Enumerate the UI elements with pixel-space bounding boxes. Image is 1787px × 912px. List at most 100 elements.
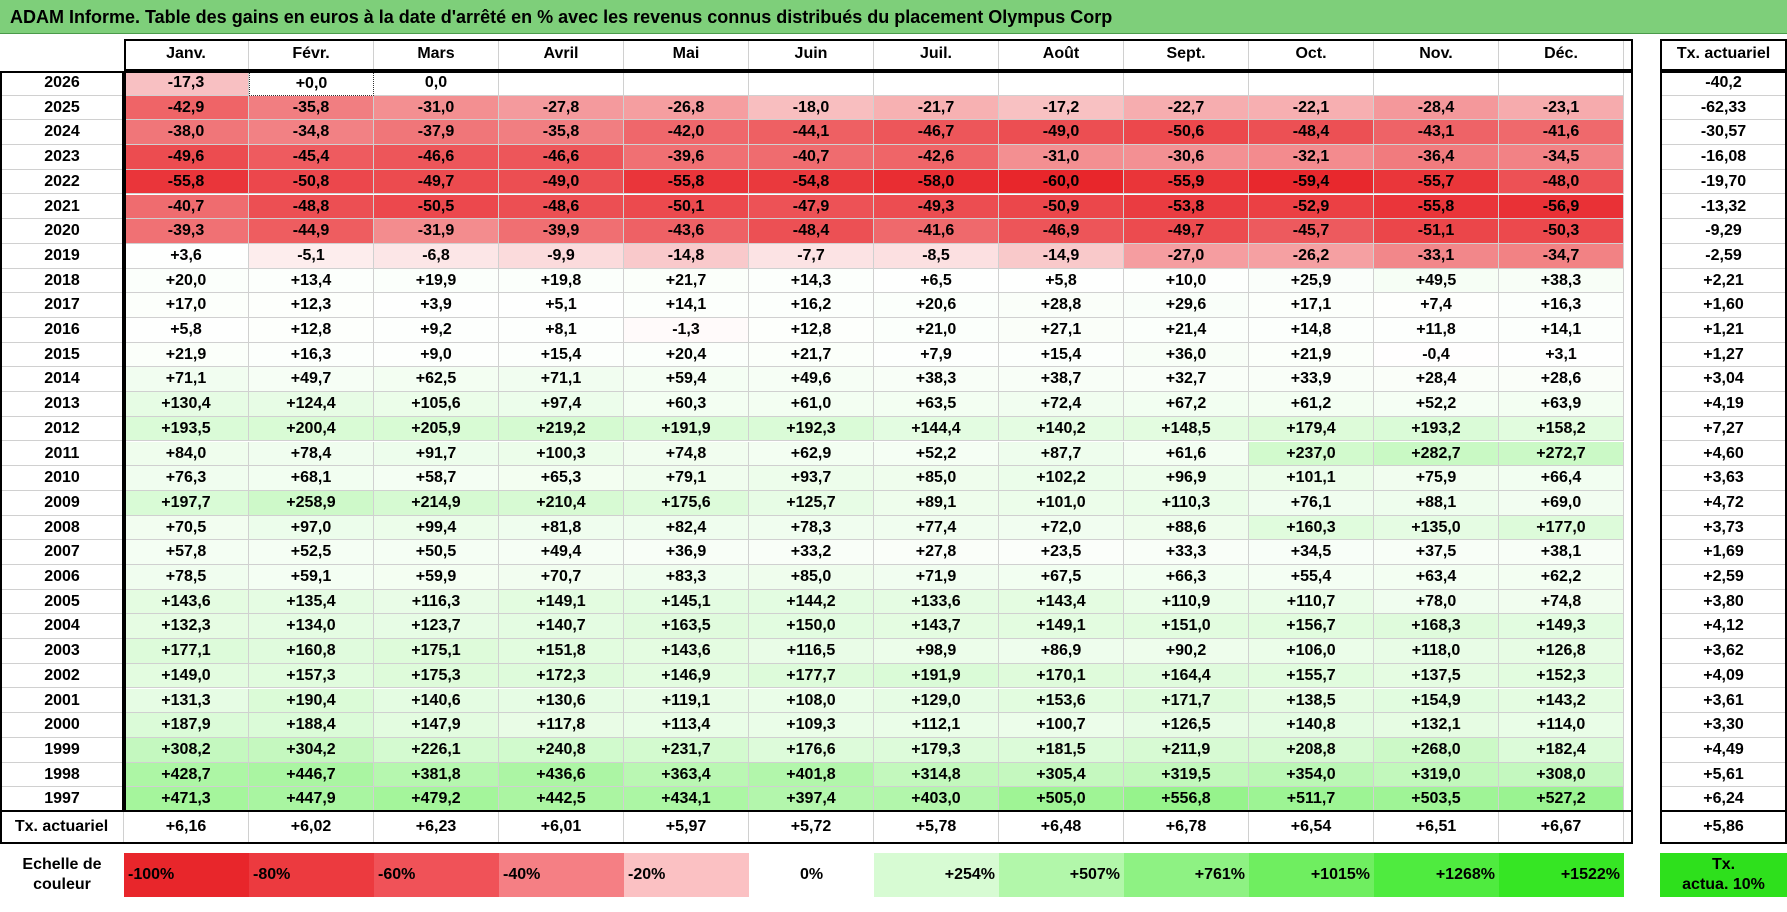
summary-value: +6,67 <box>1499 812 1624 842</box>
table-cell: +125,7 <box>749 490 874 516</box>
year-label: 1998 <box>0 763 124 788</box>
table-cell <box>999 71 1124 96</box>
table-cell: +32,7 <box>1124 367 1249 393</box>
table-cell: +117,8 <box>499 713 624 738</box>
table-cell: -14,9 <box>999 243 1124 269</box>
table-cell: +59,9 <box>374 565 499 590</box>
table-cell: -44,9 <box>249 219 374 244</box>
year-label: 2009 <box>0 491 124 516</box>
table-cell: +23,5 <box>999 540 1124 565</box>
table-cell: -39,6 <box>624 145 749 170</box>
month-header: Sept. <box>1124 39 1249 69</box>
table-cell: +3,6 <box>124 243 249 269</box>
table-cell: +93,7 <box>749 466 874 491</box>
month-header: Juin <box>749 39 874 69</box>
table-cell: +109,3 <box>749 713 874 738</box>
scale-swatch: +1522% <box>1499 853 1624 897</box>
table-cell: +214,9 <box>374 490 499 516</box>
table-cell: +16,2 <box>749 293 874 318</box>
table-cell: +36,0 <box>1124 342 1249 368</box>
table-cell: +149,3 <box>1499 614 1624 640</box>
table-cell: +33,2 <box>749 540 874 565</box>
table-cell: -49,3 <box>874 194 999 220</box>
table-cell: +144,4 <box>874 416 999 442</box>
table-cell: +175,1 <box>374 639 499 664</box>
table-cell: +21,7 <box>624 268 749 294</box>
table-cell: -17,3 <box>124 71 249 96</box>
table-cell: +156,7 <box>1249 614 1374 640</box>
scale-swatch: -80% <box>249 853 374 897</box>
summary-label: Tx. actuariel <box>0 812 124 842</box>
table-cell: +58,7 <box>374 466 499 491</box>
table-cell: +319,0 <box>1374 762 1499 788</box>
month-header: Août <box>999 39 1124 69</box>
table-cell: -34,7 <box>1499 243 1624 269</box>
table-cell: +179,3 <box>874 737 999 763</box>
table-cell: -23,1 <box>1499 95 1624 121</box>
year-label: 2004 <box>0 614 124 640</box>
table-cell: +158,2 <box>1499 416 1624 442</box>
table-cell: +151,0 <box>1124 614 1249 640</box>
table-cell: +447,9 <box>249 787 374 812</box>
table-cell: +88,1 <box>1374 490 1499 516</box>
table-cell: +49,6 <box>749 367 874 393</box>
table-cell: +146,9 <box>624 663 749 689</box>
table-cell: +49,4 <box>499 540 624 565</box>
table-cell: +193,2 <box>1374 416 1499 442</box>
table-cell: +9,2 <box>374 318 499 343</box>
table-cell: +205,9 <box>374 416 499 442</box>
tx-value: -30,57 <box>1660 120 1787 146</box>
summary-value: +5,97 <box>624 812 749 842</box>
table-cell: -49,0 <box>499 169 624 195</box>
year-label: 2006 <box>0 565 124 590</box>
table-cell: +62,2 <box>1499 565 1624 590</box>
table-cell: +190,4 <box>249 688 374 714</box>
table-cell: +67,5 <box>999 565 1124 590</box>
table-cell: +0,0 <box>249 71 374 96</box>
table-cell: +211,9 <box>1124 737 1249 763</box>
table-cell: -43,6 <box>624 219 749 244</box>
table-cell: +191,9 <box>874 663 999 689</box>
table-cell: -55,7 <box>1374 169 1499 195</box>
table-cell: +135,0 <box>1374 515 1499 541</box>
scale-tx-swatch: Tx. actua. 10% <box>1660 853 1787 897</box>
table-cell: +88,6 <box>1124 515 1249 541</box>
table-cell: +33,9 <box>1249 367 1374 393</box>
table-cell: -31,0 <box>374 95 499 121</box>
table-cell: +304,2 <box>249 737 374 763</box>
table-cell: +86,9 <box>999 639 1124 664</box>
table-cell: +442,5 <box>499 787 624 812</box>
table-cell: +101,0 <box>999 490 1124 516</box>
tx-value: +4,12 <box>1660 614 1787 640</box>
table-cell: -49,7 <box>1124 219 1249 244</box>
tx-header: Tx. actuariel <box>1676 45 1771 62</box>
table-cell: +527,2 <box>1499 787 1624 812</box>
tx-value: +3,62 <box>1660 639 1787 664</box>
table-cell: -17,2 <box>999 95 1124 121</box>
table-cell: +110,3 <box>1124 490 1249 516</box>
table-cell: +108,0 <box>749 688 874 714</box>
month-header: Nov. <box>1374 39 1499 69</box>
table-cell: +272,7 <box>1499 441 1624 467</box>
table-cell: +16,3 <box>1499 293 1624 318</box>
table-cell: -42,0 <box>624 120 749 146</box>
table-cell: +28,8 <box>999 293 1124 318</box>
table-cell: +59,1 <box>249 565 374 590</box>
table-cell: +308,2 <box>124 737 249 763</box>
scale-label-line1: Echelle de <box>22 856 102 873</box>
table-cell <box>1249 71 1374 96</box>
table-cell: +13,4 <box>249 268 374 294</box>
table-cell: +150,0 <box>749 614 874 640</box>
table-cell: +105,6 <box>374 392 499 417</box>
summary-value: +5,72 <box>749 812 874 842</box>
table-cell: +28,6 <box>1499 367 1624 393</box>
table-cell: +397,4 <box>749 787 874 812</box>
table-cell: -7,7 <box>749 243 874 269</box>
summary-value: +6,51 <box>1374 812 1499 842</box>
table-cell: -26,2 <box>1249 243 1374 269</box>
table-cell: -48,4 <box>749 219 874 244</box>
table-cell: +14,1 <box>1499 318 1624 343</box>
table-cell: +77,4 <box>874 515 999 541</box>
table-cell: +177,7 <box>749 663 874 689</box>
table-cell: -48,4 <box>1249 120 1374 146</box>
